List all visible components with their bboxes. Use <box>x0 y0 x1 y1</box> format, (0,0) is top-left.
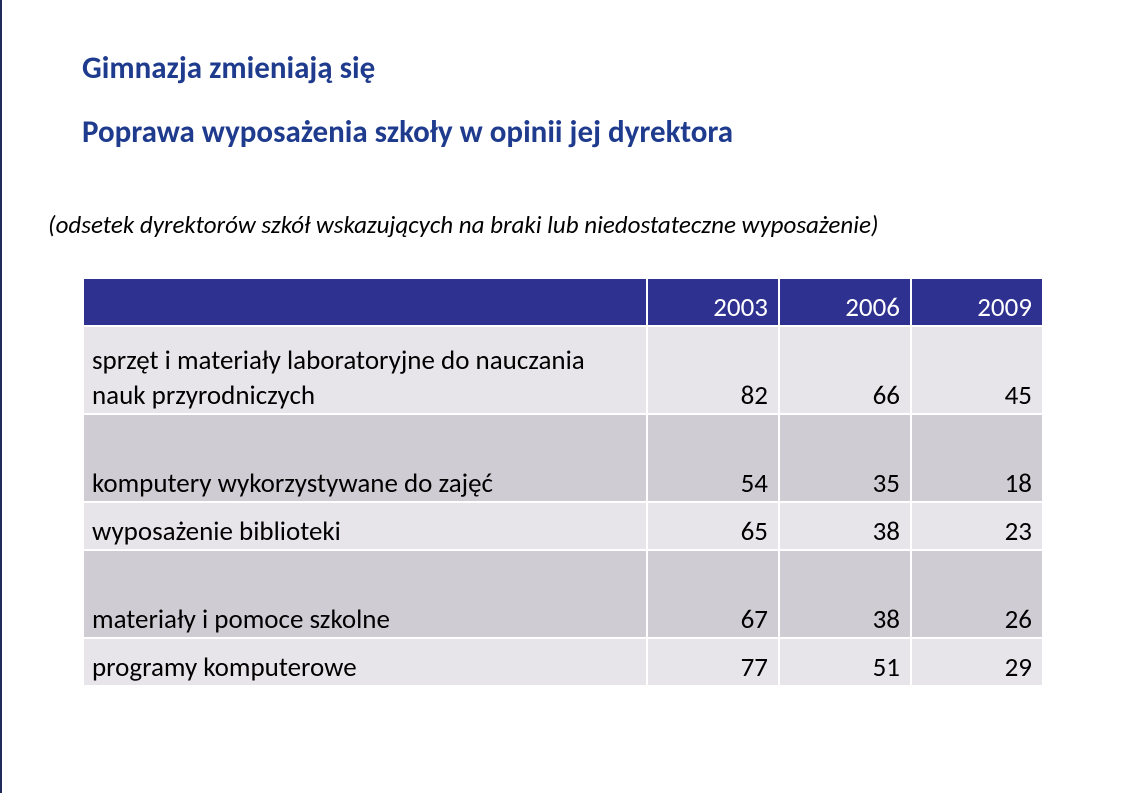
row-value: 77 <box>647 638 779 686</box>
row-value: 38 <box>779 502 911 550</box>
row-value: 38 <box>779 550 911 638</box>
row-value: 18 <box>911 414 1043 502</box>
row-value: 65 <box>647 502 779 550</box>
table-header-blank <box>83 278 647 326</box>
row-value: 66 <box>779 326 911 414</box>
row-value: 29 <box>911 638 1043 686</box>
table-body: sprzęt i materiały laboratoryjne do nauc… <box>83 326 1043 686</box>
row-label: komputery wykorzystywane do zajęć <box>83 414 647 502</box>
table-header-2003: 2003 <box>647 278 779 326</box>
row-value: 23 <box>911 502 1043 550</box>
row-value: 35 <box>779 414 911 502</box>
row-label: programy komputerowe <box>83 638 647 686</box>
row-value: 51 <box>779 638 911 686</box>
subtitle: (odsetek dyrektorów szkół wskazujących n… <box>48 209 1042 242</box>
slide: Gimnazja zmieniają się Poprawa wyposażen… <box>0 0 1122 793</box>
table-header-row: 2003 2006 2009 <box>83 278 1043 326</box>
title-line-1: Gimnazja zmieniają się <box>82 48 1042 88</box>
row-value: 54 <box>647 414 779 502</box>
table-row: wyposażenie biblioteki653823 <box>83 502 1043 550</box>
table-row: programy komputerowe775129 <box>83 638 1043 686</box>
row-value: 67 <box>647 550 779 638</box>
title-line-2: Poprawa wyposażenia szkoły w opinii jej … <box>82 112 1042 152</box>
table-row: komputery wykorzystywane do zajęć543518 <box>83 414 1043 502</box>
row-value: 82 <box>647 326 779 414</box>
row-label: sprzęt i materiały laboratoryjne do nauc… <box>83 326 647 414</box>
row-label: materiały i pomoce szkolne <box>83 550 647 638</box>
table-row: sprzęt i materiały laboratoryjne do nauc… <box>83 326 1043 414</box>
equipment-table: 2003 2006 2009 sprzęt i materiały labora… <box>82 277 1044 687</box>
table-row: materiały i pomoce szkolne673826 <box>83 550 1043 638</box>
row-value: 45 <box>911 326 1043 414</box>
row-value: 26 <box>911 550 1043 638</box>
row-label: wyposażenie biblioteki <box>83 502 647 550</box>
table-header-2006: 2006 <box>779 278 911 326</box>
table-header-2009: 2009 <box>911 278 1043 326</box>
